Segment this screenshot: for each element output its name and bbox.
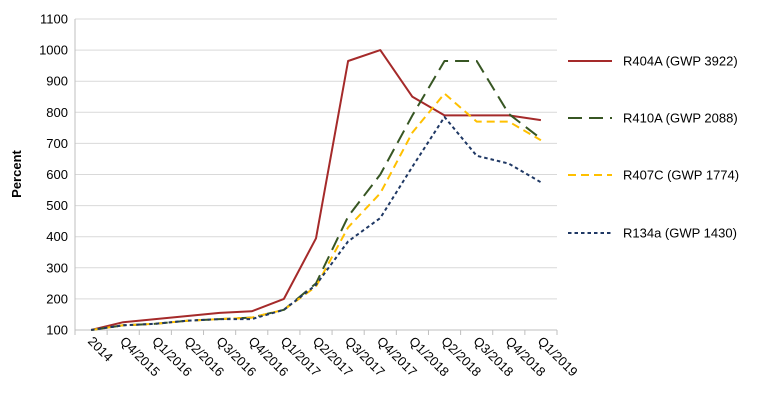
y-tick-label: 800 [46,105,68,120]
series-line [90,92,542,331]
y-tick-label: 1100 [40,12,68,27]
y-axis-title: Percent [9,149,24,197]
y-tick-label: 900 [46,74,68,89]
y-tick-label: 1000 [39,43,68,58]
y-tick-label: 700 [46,136,68,151]
legend-label: R404A (GWP 3922) [623,54,738,69]
legend-label: R134a (GWP 1430) [623,226,737,241]
axes [74,19,558,335]
series-lines [90,49,542,331]
y-tick-label: 600 [46,167,68,182]
gridlines [75,18,557,300]
y-tick-label: 400 [46,229,68,244]
series-line [90,116,542,331]
y-tick-label: 100 [46,323,68,338]
x-tick-label: 2014 [85,334,116,365]
y-tick-labels: 100 200 300 400 500 600 700 800 900 1000 1100 [39,12,68,338]
y-tick-label: 200 [46,291,68,306]
legend-label: R410A (GWP 2088) [623,111,738,126]
legend-label: R407C (GWP 1774) [623,168,739,183]
y-tick-label: 500 [46,198,68,213]
x-tick-labels: 2014 Q4/2015Q1/2016Q2/2016Q3/2016Q4/2016Q… [85,334,581,380]
series-line [90,49,542,331]
legend: R404A (GWP 3922) R410A (GWP 2088) R407C (G… [568,54,739,241]
y-tick-label: 300 [46,260,68,275]
series-line [90,60,542,331]
